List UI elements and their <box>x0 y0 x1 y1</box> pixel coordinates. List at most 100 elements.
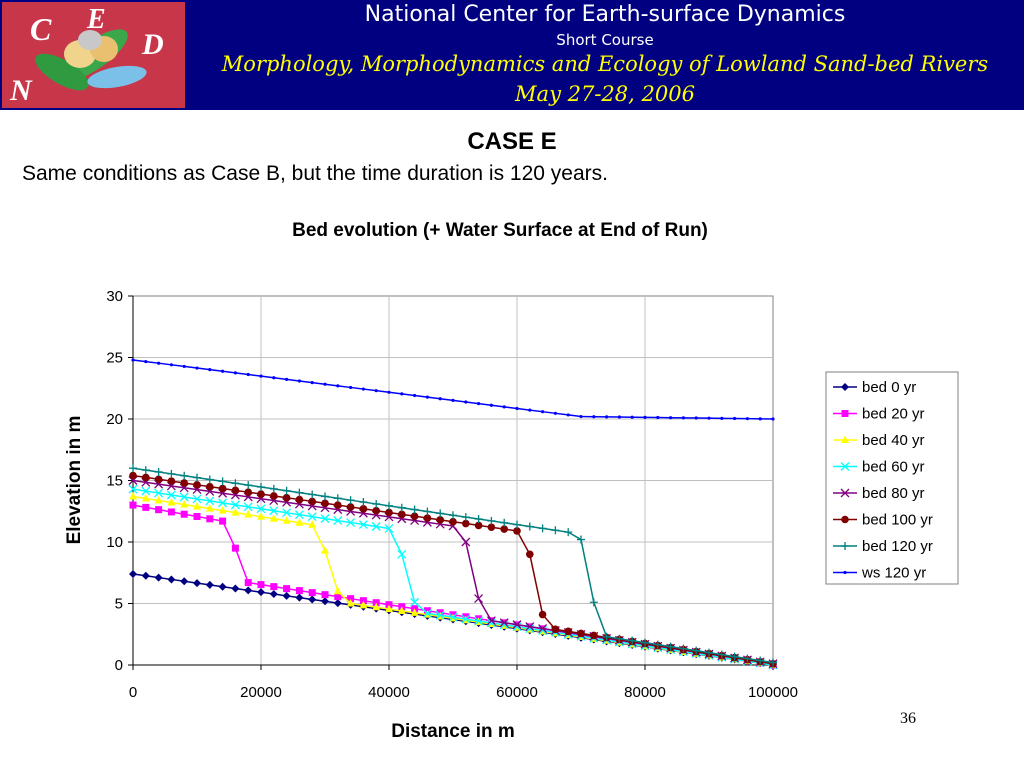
legend-label: bed 80 yr <box>862 485 925 502</box>
data-point <box>282 516 291 524</box>
legend-marker <box>841 542 849 550</box>
data-point <box>282 591 291 600</box>
data-point <box>182 364 186 369</box>
data-point <box>295 518 304 526</box>
data-point <box>451 398 455 402</box>
data-point <box>193 579 201 588</box>
data-point <box>154 488 164 498</box>
legend-item-bed-40-yr: bed 40 yr <box>833 432 925 449</box>
data-point <box>155 506 163 514</box>
data-point <box>617 415 622 419</box>
data-point <box>564 627 572 636</box>
x-tick-label: 20000 <box>240 684 282 701</box>
data-point <box>205 475 214 484</box>
course-date: May 27-28, 2006 <box>515 82 695 106</box>
data-point <box>272 376 276 380</box>
data-point <box>179 492 189 502</box>
data-point <box>512 620 522 630</box>
legend-label: ws 120 yr <box>861 565 926 582</box>
data-point <box>308 595 317 604</box>
data-point <box>231 479 240 488</box>
data-point <box>461 513 470 522</box>
data-point <box>372 599 380 607</box>
legend-marker <box>841 410 849 417</box>
data-point <box>602 632 611 641</box>
data-point <box>448 612 458 622</box>
data-point <box>154 475 163 484</box>
data-point <box>474 616 484 626</box>
data-point <box>590 631 598 640</box>
data-point <box>154 467 163 476</box>
data-point <box>500 525 509 533</box>
data-point <box>499 618 509 628</box>
data-point <box>397 549 407 559</box>
data-point <box>283 585 291 593</box>
data-point <box>244 510 253 518</box>
data-point <box>758 417 762 421</box>
data-point <box>384 524 394 533</box>
data-point <box>387 390 391 394</box>
data-point <box>221 369 225 373</box>
data-point <box>333 599 342 608</box>
data-point <box>372 506 381 515</box>
data-point <box>257 512 265 520</box>
data-point <box>321 499 329 508</box>
x-tick-label: 80000 <box>624 684 666 701</box>
data-point <box>206 482 214 491</box>
data-point <box>422 608 432 618</box>
data-point <box>141 571 150 580</box>
legend-label: bed 120 yr <box>862 538 933 555</box>
data-point <box>231 584 240 593</box>
legend-marker <box>840 462 850 471</box>
data-point <box>256 504 266 514</box>
data-point <box>308 490 317 499</box>
data-point <box>167 575 176 584</box>
data-point <box>358 520 368 529</box>
data-point <box>538 524 547 533</box>
data-point <box>525 622 535 632</box>
data-point <box>438 397 442 401</box>
data-point <box>141 466 150 475</box>
data-point <box>269 514 278 522</box>
data-point <box>269 590 278 599</box>
data-point <box>385 508 393 517</box>
data-point <box>246 372 250 377</box>
data-point <box>477 402 481 406</box>
data-point <box>218 477 227 486</box>
data-point <box>334 593 342 601</box>
data-point <box>461 614 471 624</box>
data-point <box>320 514 330 524</box>
data-point <box>669 416 673 420</box>
data-point <box>244 481 253 490</box>
data-point <box>551 625 560 634</box>
data-point <box>129 569 137 578</box>
data-point <box>400 392 404 396</box>
data-point <box>154 573 163 582</box>
data-point <box>144 359 148 364</box>
data-point <box>230 500 240 510</box>
data-point <box>167 508 175 516</box>
data-point <box>513 527 521 535</box>
series-ws-120-yr <box>131 358 775 421</box>
svg-text:D: D <box>141 28 164 61</box>
data-point <box>513 520 521 529</box>
data-point <box>167 498 176 506</box>
legend-item-bed-120-yr: bed 120 yr <box>833 538 933 555</box>
data-point <box>193 502 201 510</box>
data-point <box>538 624 548 634</box>
data-point <box>244 579 252 587</box>
data-point <box>449 511 457 520</box>
data-point <box>218 484 227 493</box>
data-point <box>141 486 151 496</box>
data-point <box>323 382 327 386</box>
data-point <box>297 379 301 383</box>
data-point <box>294 510 304 520</box>
data-point <box>257 581 265 589</box>
data-point <box>193 481 201 489</box>
data-point <box>270 492 278 500</box>
data-point <box>398 510 406 519</box>
data-point <box>656 415 660 420</box>
y-tick-label: 10 <box>106 534 123 551</box>
y-tick-label: 0 <box>115 657 123 674</box>
data-point <box>295 495 304 504</box>
